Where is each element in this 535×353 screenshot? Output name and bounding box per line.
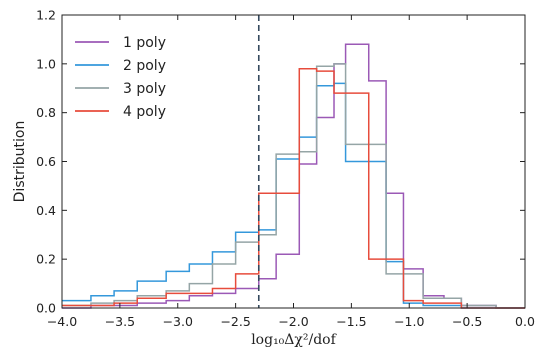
- x-tick-label: −2.5: [220, 314, 250, 329]
- y-tick-label: 0.8: [36, 105, 56, 120]
- y-axis-label: Distribution: [12, 121, 28, 203]
- legend-label-1: 1 poly: [123, 35, 166, 51]
- series-line-1: [62, 43, 525, 309]
- series-line-4: [62, 67, 525, 309]
- x-tick-label: −1.5: [336, 314, 366, 329]
- y-tick-label: 0.6: [36, 154, 56, 169]
- legend-label-2: 2 poly: [123, 58, 166, 74]
- legend-label-3: 3 poly: [123, 81, 166, 97]
- y-tick-label: 1.2: [36, 8, 56, 23]
- y-tick-label: 1.0: [36, 56, 56, 71]
- series-line-3: [62, 63, 525, 309]
- x-axis-label: log₁₀Δχ²/dof: [251, 332, 337, 348]
- y-tick-label: 0.2: [36, 252, 56, 267]
- legend-label-4: 4 poly: [123, 104, 166, 120]
- y-tick-label: 0.4: [36, 203, 56, 218]
- histogram-series-layer: [62, 43, 525, 309]
- x-tick-label: −1.0: [394, 314, 424, 329]
- y-tick-label: 0.0: [36, 301, 56, 316]
- legend: 1 poly 2 poly 3 poly 4 poly: [75, 35, 166, 120]
- axis-ticks-layer: −4.0 −3.5 −3.0 −2.5 −2.0 −1.5 −1.0 −0.5 0.0 0.0 0.…: [36, 8, 535, 330]
- x-tick-label: −0.5: [452, 314, 482, 329]
- x-tick-label: 0.0: [515, 314, 535, 329]
- x-tick-label: −3.5: [105, 314, 135, 329]
- x-tick-label: −4.0: [47, 314, 77, 329]
- x-tick-label: −2.0: [278, 314, 308, 329]
- x-tick-label: −3.0: [163, 314, 193, 329]
